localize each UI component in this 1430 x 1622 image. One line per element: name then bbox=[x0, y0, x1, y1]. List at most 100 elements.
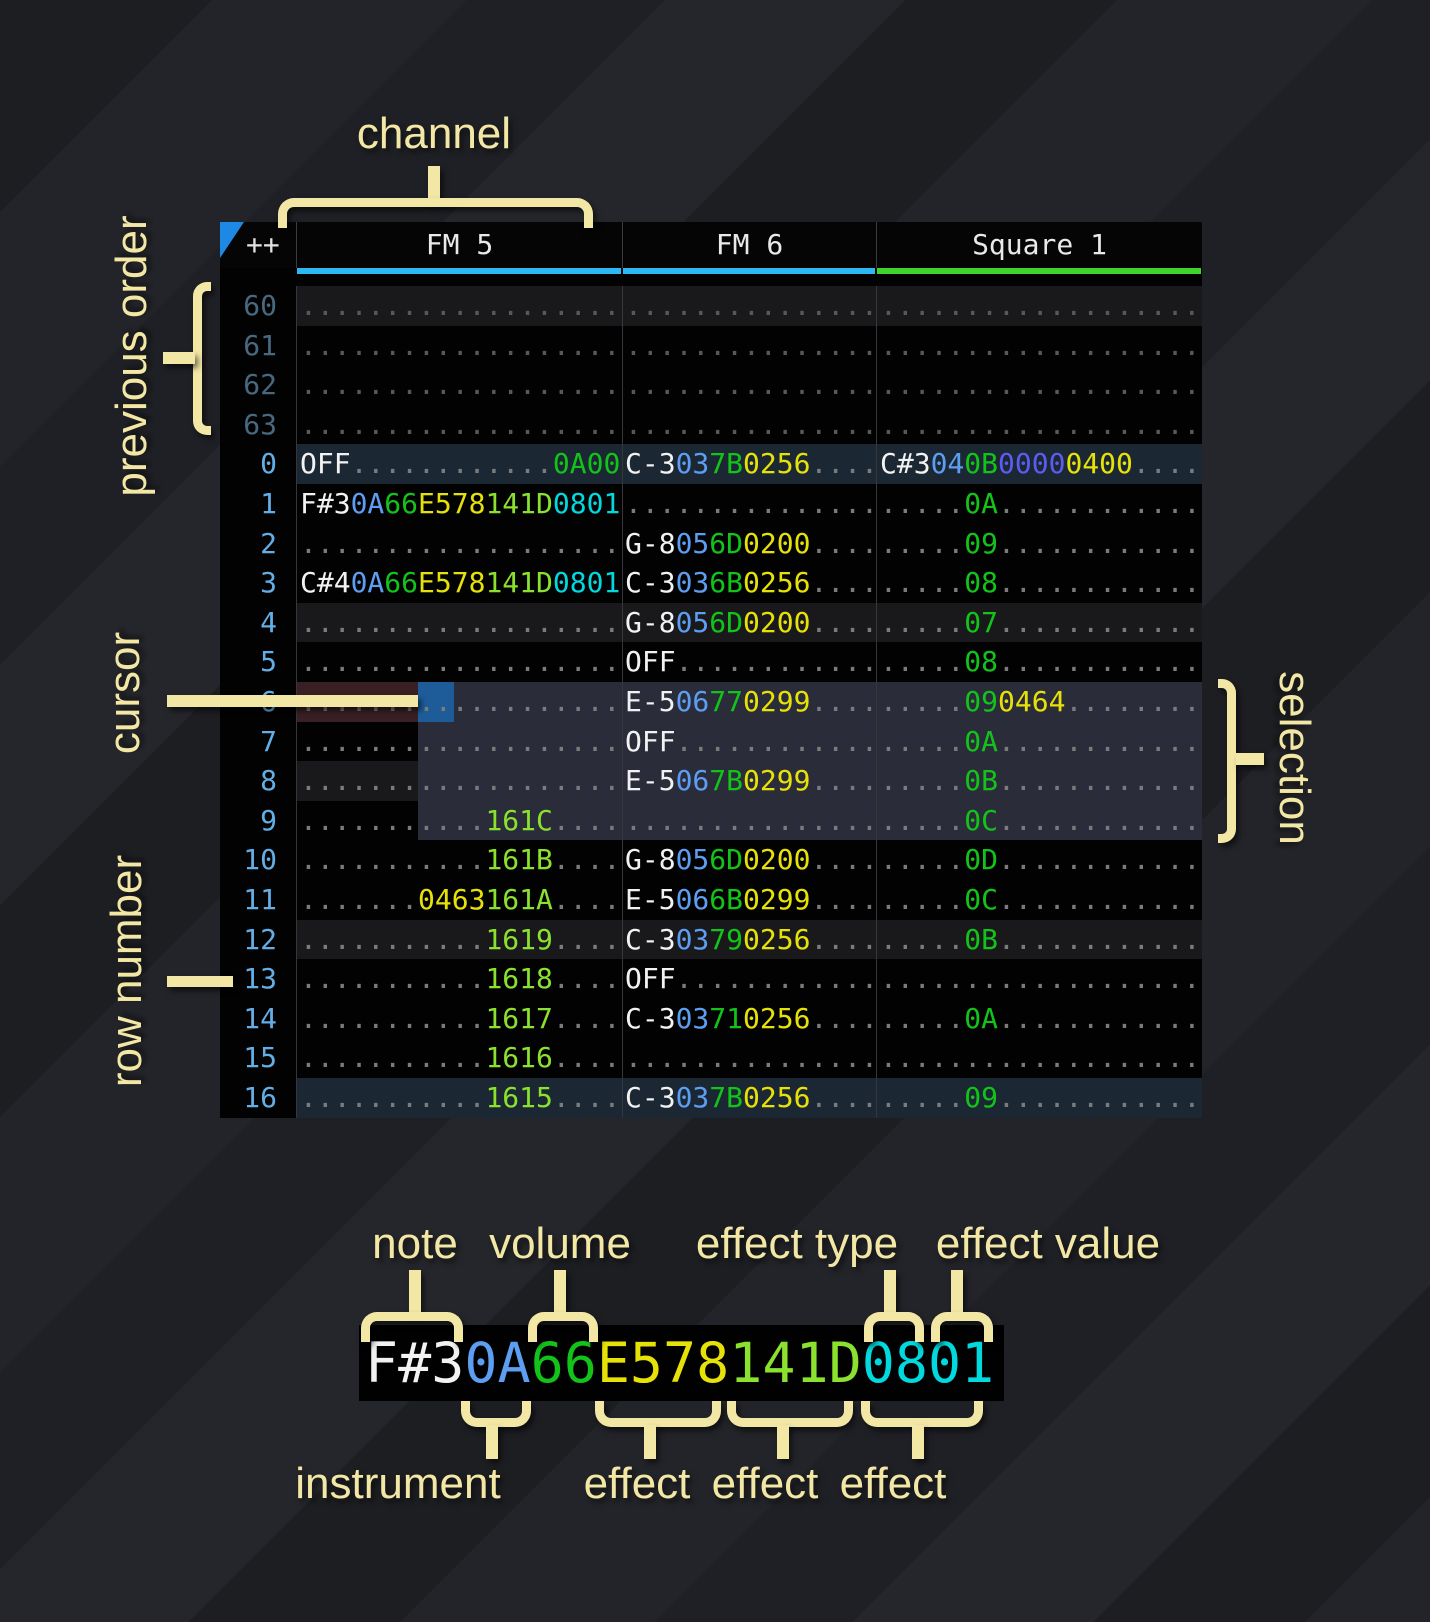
selection-highlight bbox=[418, 682, 1202, 841]
order-corner-cell[interactable]: ++ bbox=[220, 222, 296, 268]
channel-header-square-1[interactable]: Square 1 bbox=[876, 222, 1202, 268]
pattern-cell-fm5[interactable]: ................... bbox=[296, 642, 622, 682]
pattern-cell-fm6[interactable]: OFF............ bbox=[622, 642, 876, 682]
pattern-cell-sq1[interactable]: ................... bbox=[876, 959, 1202, 999]
cell-segment: ............ bbox=[675, 724, 876, 758]
cell-segment: ................... bbox=[880, 368, 1201, 402]
pattern-cell-fm6[interactable]: E-5066B0299.... bbox=[622, 880, 876, 920]
pattern-cell-fm5[interactable]: ................... bbox=[296, 603, 622, 643]
pattern-cell-fm6[interactable]: E-5067B0299.... bbox=[622, 761, 876, 801]
pattern-cell-fm5[interactable]: ...........161C.... bbox=[296, 801, 622, 841]
pattern-cell-sq1[interactable]: .....0A............ bbox=[876, 722, 1202, 762]
pattern-cell-sq1[interactable]: ................... bbox=[876, 1038, 1202, 1078]
pattern-cell-fm6[interactable]: ............... bbox=[622, 484, 876, 524]
pattern-cell-fm6[interactable]: C-3037B0256.... bbox=[622, 444, 876, 484]
breakdown-segment: E578 bbox=[596, 1331, 730, 1395]
pattern-cell-fm5[interactable]: ...........1619.... bbox=[296, 920, 622, 960]
row-number: 7 bbox=[260, 724, 277, 758]
pattern-cell-fm6[interactable]: G-8056D0200.... bbox=[622, 840, 876, 880]
pattern-cell-fm5[interactable]: C#40A66E578141D0801 bbox=[296, 563, 622, 603]
cell-segment: 0299 bbox=[743, 764, 811, 798]
cell-segment: C-3 bbox=[625, 1080, 676, 1114]
pattern-cell-fm5[interactable]: F#30A66E578141D0801 bbox=[296, 484, 622, 524]
pattern-row-11: 11 .......0463161A.... E-5066B0299........… bbox=[220, 880, 1202, 920]
cell-segment: .... bbox=[552, 1080, 621, 1114]
pattern-cell-sq1[interactable]: .....0C............ bbox=[876, 880, 1202, 920]
pattern-cell-sq1[interactable]: .....08............ bbox=[876, 642, 1202, 682]
pattern-cell-fm5[interactable]: ................... bbox=[296, 524, 622, 564]
pattern-cell-sq1[interactable]: .....0D............ bbox=[876, 840, 1202, 880]
pattern-cell-sq1[interactable]: .....09............ bbox=[876, 1078, 1202, 1118]
pattern-cell-sq1[interactable]: C#3040B00000400.... bbox=[876, 444, 1202, 484]
pattern-cell-sq1[interactable]: .....0C............ bbox=[876, 801, 1202, 841]
pattern-cell-sq1[interactable]: .....09............ bbox=[876, 524, 1202, 564]
pattern-cell-fm5[interactable]: ...........1616.... bbox=[296, 1038, 622, 1078]
pattern-cell-fm6[interactable]: ............... bbox=[622, 405, 876, 445]
volume-annotation-bracket bbox=[528, 1312, 598, 1342]
cell-segment: ..... bbox=[880, 684, 965, 718]
cell-segment: 09 bbox=[964, 1080, 999, 1114]
pattern-cell-fm5[interactable]: ................... bbox=[296, 722, 622, 762]
channel-header-fm-6[interactable]: FM 6 bbox=[622, 222, 876, 268]
pattern-cell-fm6[interactable]: C-303710256.... bbox=[622, 999, 876, 1039]
pattern-cell-fm5[interactable]: ................... bbox=[296, 405, 622, 445]
cell-segment: 66 bbox=[384, 486, 419, 520]
pattern-cell-sq1[interactable]: .....08............ bbox=[876, 563, 1202, 603]
effect-value-annotation-stem bbox=[951, 1270, 963, 1312]
pattern-cell-fm5[interactable]: .......0463161A.... bbox=[296, 880, 622, 920]
pattern-cell-sq1[interactable]: .....0A............ bbox=[876, 484, 1202, 524]
cell-segment: ................... bbox=[300, 289, 621, 322]
pattern-cell-fm6[interactable]: ............... bbox=[622, 1038, 876, 1078]
pattern-cell-sq1[interactable]: ................... bbox=[876, 405, 1202, 445]
pattern-cell-sq1[interactable]: .....0B............ bbox=[876, 920, 1202, 960]
pattern-cell-fm6[interactable]: ............... bbox=[622, 286, 876, 326]
pattern-cell-fm5[interactable]: ................... bbox=[296, 365, 622, 405]
pattern-cell-fm5[interactable]: OFF............0A00 bbox=[296, 444, 622, 484]
row-number: 5 bbox=[260, 645, 277, 679]
cell-segment: ..... bbox=[880, 843, 965, 877]
pattern-cell-sq1[interactable]: .....0A............ bbox=[876, 999, 1202, 1039]
pattern-cell-fm5[interactable]: ...........1617.... bbox=[296, 999, 622, 1039]
cell-segment: 05 bbox=[675, 605, 710, 639]
cell-segment: ............ bbox=[998, 843, 1201, 877]
instrument-annotation-bracket bbox=[461, 1401, 531, 1427]
pattern-cell-fm6[interactable]: OFF............ bbox=[622, 722, 876, 762]
pattern-cell-fm5[interactable]: ................... bbox=[296, 326, 622, 366]
pattern-cell-fm5[interactable]: ...........1618.... bbox=[296, 959, 622, 999]
cell-segment: .... bbox=[810, 605, 876, 639]
pattern-cell-fm6[interactable]: G-8056D0200.... bbox=[622, 524, 876, 564]
pattern-cell-fm6[interactable]: E-506770299.... bbox=[622, 682, 876, 722]
cell-segment: .... bbox=[810, 882, 876, 916]
pattern-cell-sq1[interactable]: ................... bbox=[876, 326, 1202, 366]
pattern-cell-fm6[interactable]: ............... bbox=[622, 801, 876, 841]
pattern-cell-fm6[interactable]: C-303790256.... bbox=[622, 920, 876, 960]
cell-segment: 66 bbox=[384, 566, 419, 600]
pattern-cell-fm6[interactable]: ............... bbox=[622, 365, 876, 405]
cell-segment: ............ bbox=[998, 645, 1201, 679]
pattern-cell-fm6[interactable]: C-3037B0256.... bbox=[622, 1078, 876, 1118]
pattern-cell-fm6[interactable]: OFF............ bbox=[622, 959, 876, 999]
cell-segment: 0B bbox=[964, 764, 999, 798]
pattern-cell-sq1[interactable]: .....0B............ bbox=[876, 761, 1202, 801]
pattern-cell-fm5[interactable]: ...........161B.... bbox=[296, 840, 622, 880]
pattern-cell-fm5[interactable]: ................... bbox=[296, 286, 622, 326]
cell-segment: OFF bbox=[625, 645, 676, 679]
effect-1-annotation-stem bbox=[644, 1425, 656, 1459]
cell-segment: 05 bbox=[675, 843, 710, 877]
cell-segment: ........ bbox=[1065, 684, 1201, 718]
pattern-cell-sq1[interactable]: ................... bbox=[876, 286, 1202, 326]
pattern-cursor bbox=[418, 682, 454, 722]
pattern-cell-fm5[interactable]: ................... bbox=[296, 761, 622, 801]
pattern-cell-fm6[interactable]: C-3036B0256.... bbox=[622, 563, 876, 603]
pattern-cell-fm5[interactable]: ...........1615.... bbox=[296, 1078, 622, 1118]
cell-segment: ................... bbox=[300, 368, 621, 402]
pattern-cell-fm6[interactable]: ............... bbox=[622, 326, 876, 366]
pattern-cell-sq1[interactable]: ................... bbox=[876, 365, 1202, 405]
pattern-cell-fm6[interactable]: G-8056D0200.... bbox=[622, 603, 876, 643]
pattern-cell-sq1[interactable]: .....07............ bbox=[876, 603, 1202, 643]
cell-segment: 161B bbox=[485, 843, 553, 877]
cell-segment: 0256 bbox=[743, 1080, 811, 1114]
channel-header-fm-5[interactable]: FM 5 bbox=[296, 222, 622, 268]
cell-segment: G-8 bbox=[625, 526, 676, 560]
pattern-cell-sq1[interactable]: .....090464........ bbox=[876, 682, 1202, 722]
